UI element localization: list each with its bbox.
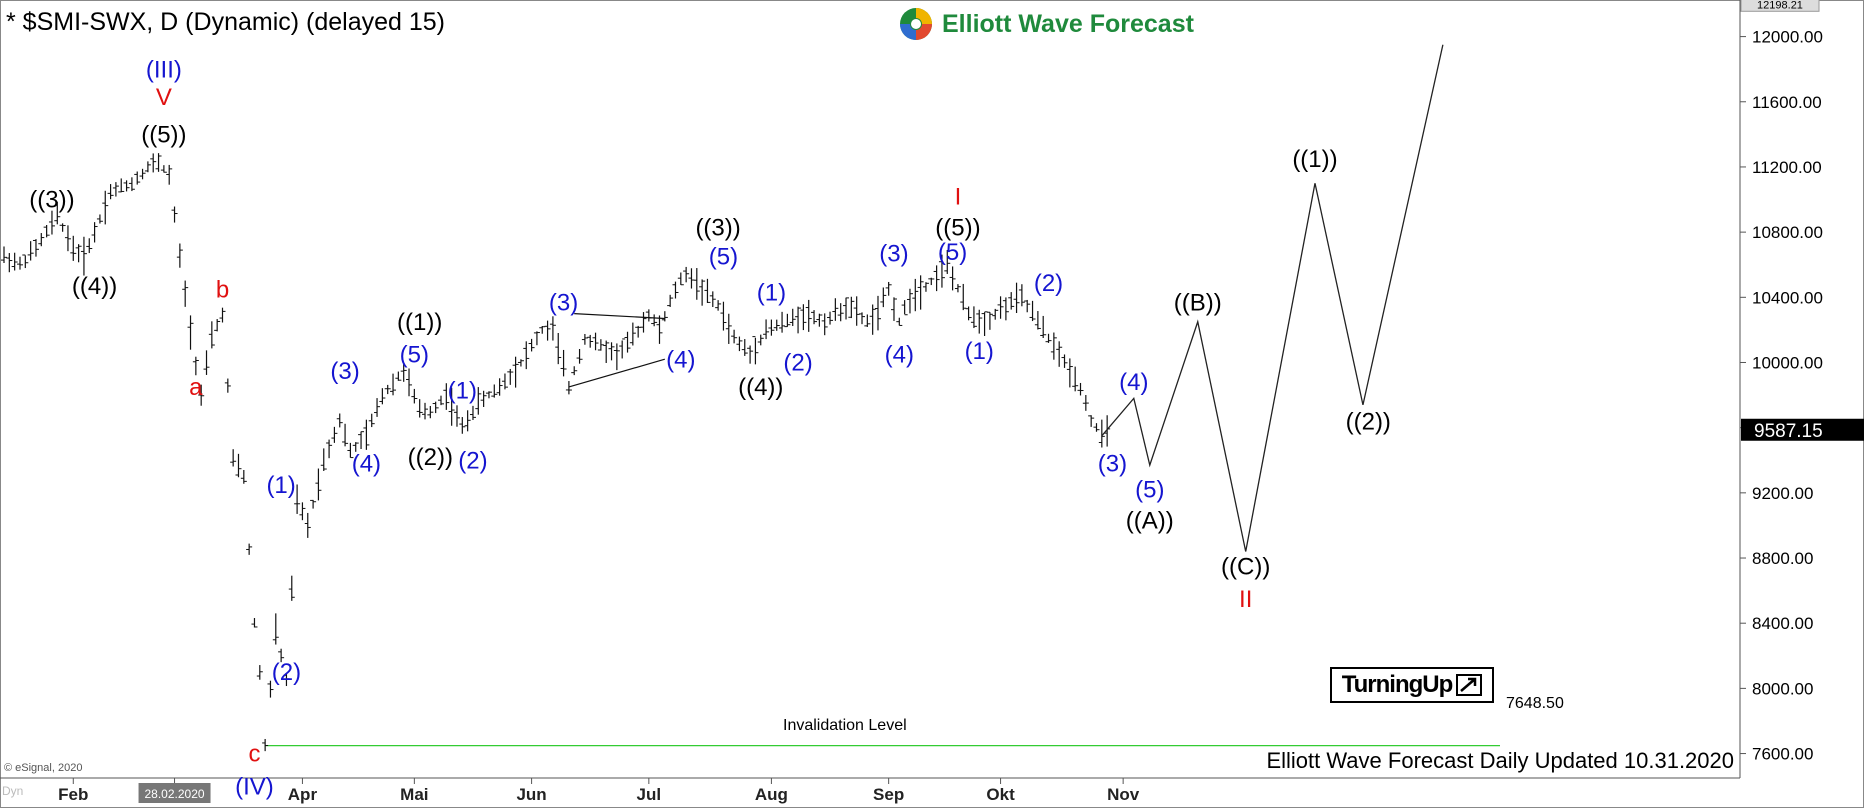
wave-label: ((5)) (141, 122, 186, 149)
y-tick-label: 8800.00 (1752, 549, 1813, 568)
y-tick-label: 12000.00 (1752, 28, 1823, 47)
top-value-label: 12198.21 (1757, 0, 1803, 11)
brand-logo: Elliott Wave Forecast (898, 4, 1194, 44)
x-tick-label: Jul (637, 785, 662, 804)
y-tick-label: 9200.00 (1752, 484, 1813, 503)
wave-label: (3) (879, 240, 908, 267)
turningup-badge: TurningUp (1330, 667, 1494, 703)
wave-label: (5) (400, 341, 429, 368)
arrow-up-right-icon (1456, 674, 1483, 696)
wave-label: (2) (1034, 270, 1063, 297)
copyright-text: © eSignal, 2020 (4, 762, 83, 774)
current-price-label: 9587.15 (1754, 421, 1823, 442)
wave-label: c (248, 741, 260, 768)
wave-label: ((A)) (1126, 508, 1174, 535)
wave-label: ((4)) (72, 273, 117, 300)
wave-label: ((5)) (935, 214, 980, 241)
wave-label: (4) (1119, 369, 1148, 396)
wave-label: (IV) (235, 773, 274, 800)
brand-name: Elliott Wave Forecast (942, 9, 1194, 38)
y-tick-label: 8000.00 (1752, 679, 1813, 698)
wave-label: (2) (458, 447, 487, 474)
wave-label: ((2)) (408, 444, 453, 471)
y-tick-label: 8400.00 (1752, 614, 1813, 633)
wave-label: (3) (330, 358, 359, 385)
wave-label: ((2)) (1346, 408, 1391, 435)
triangle-upper-line (574, 313, 665, 320)
wave-label: (4) (352, 451, 381, 478)
current-price-box (1741, 418, 1864, 441)
wave-label: (3) (1098, 451, 1127, 478)
wave-label: ((B)) (1174, 289, 1222, 316)
x-tick-label: Feb (58, 785, 88, 804)
chart-title: * $SMI-SWX, D (Dynamic) (delayed 15) (6, 8, 446, 36)
wave-label: (4) (885, 341, 914, 368)
dyn-label: Dyn (2, 784, 24, 798)
wave-label: ((1)) (1292, 146, 1337, 173)
footer-caption: Elliott Wave Forecast Daily Updated 10.3… (1266, 748, 1734, 773)
wave-label: ((C)) (1221, 553, 1270, 580)
y-tick-label: 10400.00 (1752, 288, 1823, 307)
invalidation-label: Invalidation Level (783, 717, 907, 734)
x-tick-label: Jun (516, 785, 546, 804)
wave-label: (1) (266, 472, 295, 499)
wave-label: (1) (757, 280, 786, 307)
x-tick-highlight (138, 783, 211, 803)
wave-label: I (955, 183, 962, 210)
y-tick-label: 7600.00 (1752, 745, 1813, 764)
y-tick-label: 11200.00 (1752, 158, 1822, 177)
wave-label: (2) (783, 350, 812, 377)
wave-label: a (189, 374, 203, 401)
x-tick-label: Aug (755, 785, 788, 804)
x-tick-label: Mai (400, 785, 428, 804)
wave-label: (5) (1135, 477, 1164, 504)
wave-label: V (156, 84, 172, 111)
wave-label: (3) (549, 289, 578, 316)
wave-label: II (1239, 586, 1252, 613)
y-tick-label: 11600.00 (1752, 93, 1822, 112)
wave-label: (4) (666, 346, 695, 373)
triangle-lower-line (568, 358, 665, 388)
x-tick-label: Nov (1107, 785, 1140, 804)
projection-path (1101, 44, 1444, 552)
wave-label: ((3)) (29, 187, 74, 214)
wave-label: ((1)) (397, 309, 442, 336)
x-tick-label: 28.02.2020 (145, 787, 205, 801)
wave-label: (5) (709, 244, 738, 271)
wave-label: ((4)) (738, 374, 783, 401)
wave-label: (5) (938, 239, 967, 266)
invalidation-value: 7648.50 (1506, 695, 1564, 712)
y-tick-label: 10000.00 (1752, 353, 1823, 372)
wave-label: (2) (272, 659, 301, 686)
wave-label: b (216, 276, 229, 303)
wave-label: ((3)) (695, 214, 740, 241)
top-value-box (1740, 0, 1820, 12)
y-tick-label: 10800.00 (1752, 223, 1823, 242)
wave-label: (1) (448, 377, 477, 404)
wave-logo-icon (900, 8, 932, 40)
wave-label: (III) (146, 56, 182, 83)
x-tick-label: Sep (873, 785, 904, 804)
turningup-label: TurningUp (1341, 671, 1454, 698)
wave-label: (1) (965, 338, 994, 365)
x-tick-label: Apr (288, 785, 318, 804)
x-tick-label: Okt (986, 785, 1015, 804)
